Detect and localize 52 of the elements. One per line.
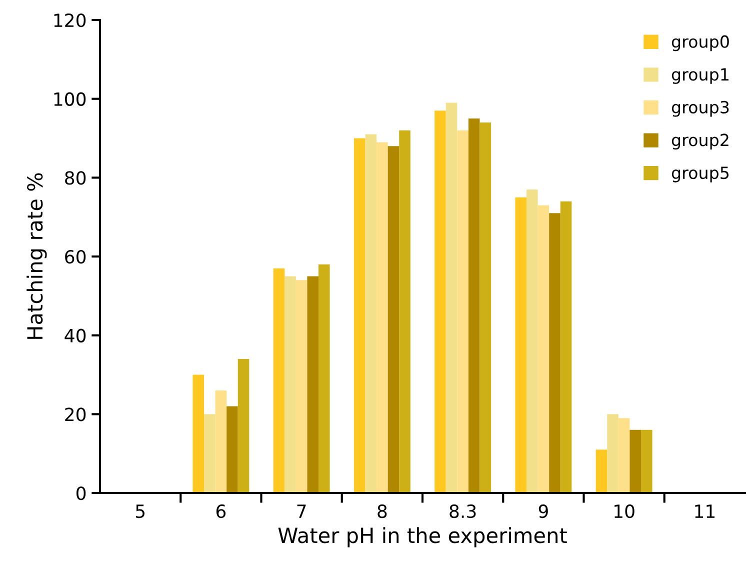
- x-tick-label: 5: [136, 504, 144, 518]
- bar: [640, 430, 652, 493]
- bar: [526, 189, 538, 493]
- y-tick-label: 0: [76, 486, 86, 500]
- bar: [388, 146, 400, 493]
- bar: [607, 414, 618, 493]
- legend-label: group2: [672, 134, 728, 150]
- bar: [226, 406, 238, 493]
- bar: [549, 213, 560, 493]
- bar: [204, 414, 216, 493]
- bar: [446, 102, 458, 493]
- y-tick-label: 40: [64, 328, 86, 342]
- bar: [560, 201, 572, 493]
- legend-label: group0: [672, 35, 729, 52]
- bar: [318, 264, 330, 493]
- bar: [434, 110, 446, 493]
- bar: [399, 130, 410, 493]
- x-tick-label: 8.3: [450, 504, 476, 518]
- bar: [480, 122, 492, 493]
- bar: [618, 418, 630, 493]
- y-axis-title: Hatching rate %: [26, 173, 47, 339]
- y-tick-label: 80: [65, 171, 86, 185]
- bar: [354, 138, 366, 493]
- bar: [596, 450, 608, 493]
- bar: [376, 142, 388, 493]
- bar: [468, 118, 480, 493]
- bar: [215, 390, 227, 493]
- y-tick-label: 60: [65, 250, 86, 264]
- y-tick-label: 20: [65, 408, 86, 422]
- bar: [515, 197, 527, 493]
- bar: [296, 280, 308, 493]
- legend-label: group5: [672, 166, 729, 182]
- bar: [307, 276, 318, 493]
- bar: [538, 205, 550, 493]
- legend-label: group1: [672, 68, 728, 84]
- bar: [284, 276, 296, 493]
- y-tick-label: 100: [54, 92, 86, 106]
- x-axis-title: Water pH in the experiment: [278, 527, 567, 548]
- x-tick-label: 7: [297, 504, 306, 518]
- legend-label: group3: [672, 100, 729, 117]
- bar: [238, 358, 250, 493]
- x-tick-label: 9: [538, 504, 548, 518]
- bar: [192, 374, 204, 493]
- x-tick-label: 10: [614, 504, 634, 518]
- bar: [273, 268, 285, 493]
- y-tick-label: 120: [54, 13, 86, 28]
- bar: [630, 430, 641, 493]
- bar: [365, 134, 377, 493]
- x-tick-label: 11: [695, 504, 715, 518]
- bar: [457, 130, 468, 493]
- x-tick-label: 8: [378, 504, 387, 518]
- x-tick-label: 6: [216, 504, 226, 518]
